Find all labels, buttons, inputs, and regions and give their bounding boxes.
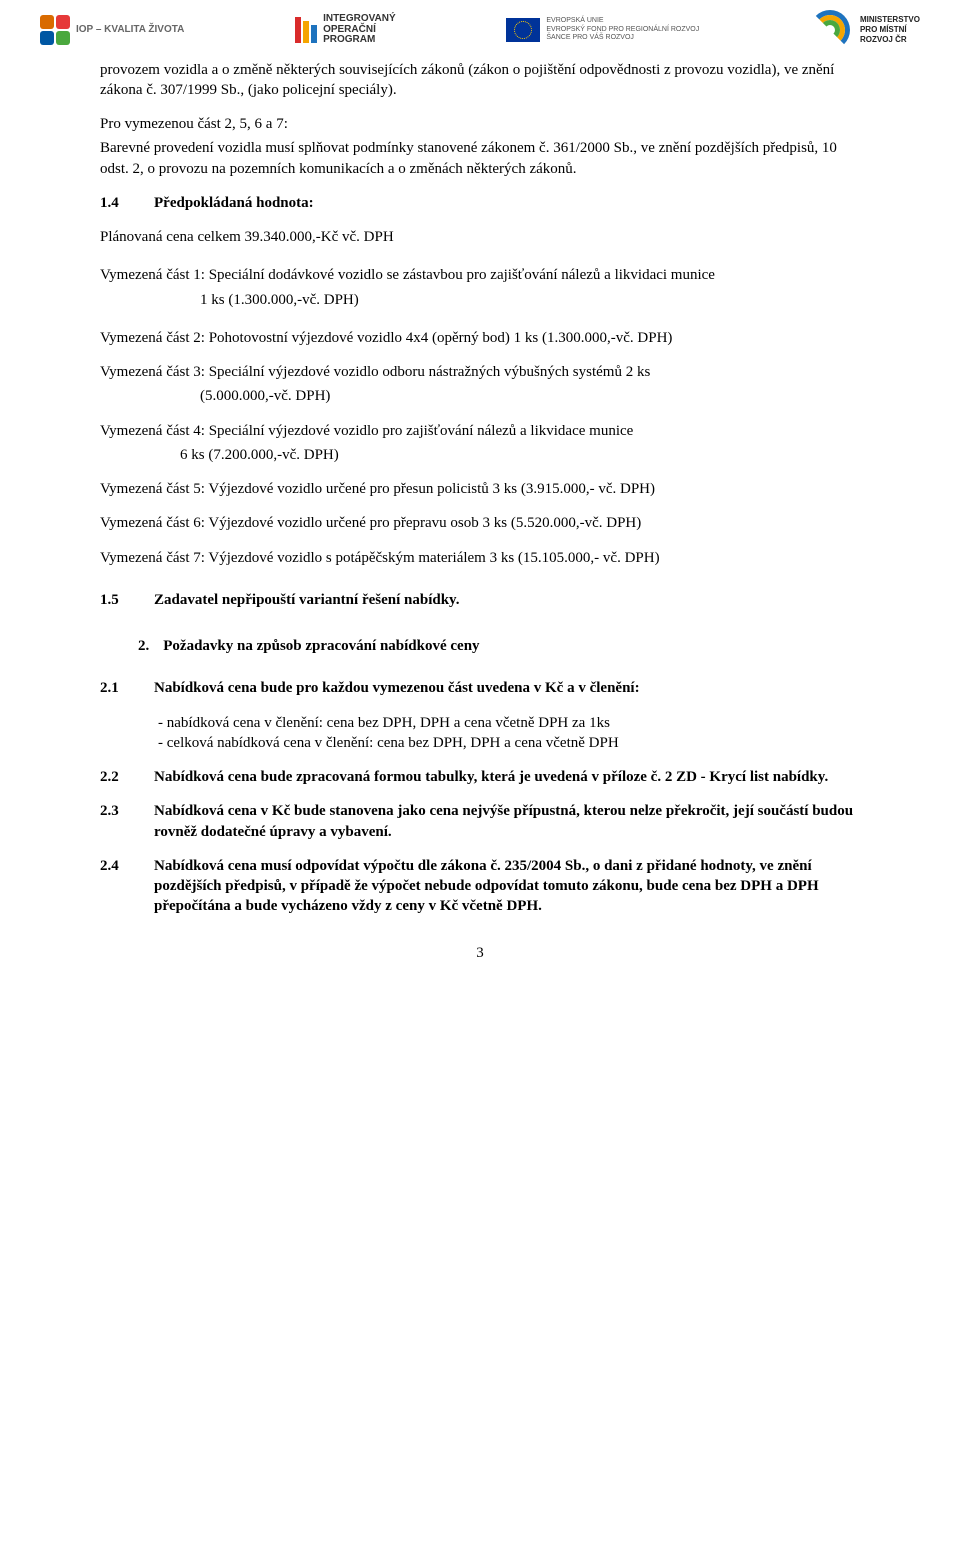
eu-flag-icon — [506, 18, 540, 42]
li-2-1-2: celková nabídková cena v členění: cena b… — [158, 733, 860, 753]
mmr-line2: PRO MÍSTNÍ — [860, 25, 920, 35]
iop-hex-icon — [40, 15, 70, 45]
eu-line3: ŠANCE PRO VÁŠ ROZVOJ — [546, 34, 699, 42]
part-6: Vymezená část 6: Výjezdové vozidlo určen… — [100, 513, 860, 533]
li-2-1-1: nabídková cena v členění: cena bez DPH, … — [158, 713, 860, 733]
heading-2: 2. Požadavky na způsob zpracování nabídk… — [138, 636, 860, 656]
eu-text: EVROPSKÁ UNIE EVROPSKÝ FOND PRO REGIONÁL… — [546, 17, 699, 42]
mmr-text: MINISTERSTVO PRO MÍSTNÍ ROZVOJ ČR — [860, 15, 920, 44]
heading-2-3: 2.3 Nabídková cena v Kč bude stanovena j… — [100, 801, 860, 842]
h24-txt: Nabídková cena musí odpovídat výpočtu dl… — [154, 856, 860, 917]
v1b: 1 ks (1.300.000,-vč. DPH) — [100, 290, 860, 310]
para2b: Barevné provedení vozidla musí splňovat … — [100, 138, 860, 179]
h23-txt: Nabídková cena v Kč bude stanovena jako … — [154, 801, 860, 842]
list-2-1: nabídková cena v členění: cena bez DPH, … — [140, 713, 860, 754]
h14-txt: Předpokládaná hodnota: — [154, 193, 860, 213]
h24-num: 2.4 — [100, 856, 132, 917]
op-label-3: PROGRAM — [323, 35, 396, 46]
iop-label: IOP – KVALITA ŽIVOTA — [76, 25, 184, 36]
para2a: Pro vymezenou část 2, 5, 6 a 7: — [100, 114, 860, 134]
s2-num: 2. — [138, 636, 149, 656]
page-number: 3 — [100, 943, 860, 963]
v3b: (5.000.000,-vč. DPH) — [100, 386, 860, 406]
part-1: Vymezená část 1: Speciální dodávkové voz… — [100, 265, 860, 310]
v1a: Vymezená část 1: Speciální dodávkové voz… — [100, 265, 860, 285]
h23-num: 2.3 — [100, 801, 132, 842]
planned-price: Plánovaná cena celkem 39.340.000,-Kč vč.… — [100, 227, 860, 247]
s2-txt: Požadavky na způsob zpracování nabídkové… — [163, 636, 479, 656]
eu-line2: EVROPSKÝ FOND PRO REGIONÁLNÍ ROZVOJ — [546, 26, 699, 34]
h15-num: 1.5 — [100, 590, 132, 610]
part-4: Vymezená část 4: Speciální výjezdové voz… — [100, 421, 860, 466]
part-3: Vymezená část 3: Speciální výjezdové voz… — [100, 362, 860, 407]
heading-2-2: 2.2 Nabídková cena bude zpracovaná formo… — [100, 767, 860, 787]
logo-mmr: MINISTERSTVO PRO MÍSTNÍ ROZVOJ ČR — [810, 15, 920, 44]
h15-txt: Zadavatel nepřipouští variantní řešení n… — [154, 590, 860, 610]
h22-txt: Nabídková cena bude zpracovaná formou ta… — [154, 767, 860, 787]
rainbow-icon — [810, 16, 854, 44]
eu-line1: EVROPSKÁ UNIE — [546, 17, 699, 25]
op-label: INTEGROVANÝ OPERAČNÍ PROGRAM — [323, 14, 396, 46]
heading-1-5: 1.5 Zadavatel nepřipouští variantní řeše… — [100, 590, 860, 610]
part-5: Vymezená část 5: Výjezdové vozidlo určen… — [100, 479, 860, 499]
mmr-line3: ROZVOJ ČR — [860, 35, 920, 45]
part-7: Vymezená část 7: Výjezdové vozidlo s pot… — [100, 548, 860, 568]
h21-num: 2.1 — [100, 678, 132, 698]
h21-txt: Nabídková cena bude pro každou vymezenou… — [154, 678, 860, 698]
op-bars-icon — [295, 17, 317, 43]
logo-iop: IOP – KVALITA ŽIVOTA — [40, 15, 184, 45]
header-logos: IOP – KVALITA ŽIVOTA INTEGROVANÝ OPERAČN… — [0, 0, 960, 56]
h14-num: 1.4 — [100, 193, 132, 213]
v3a: Vymezená část 3: Speciální výjezdové voz… — [100, 362, 860, 382]
v4b: 6 ks (7.200.000,-vč. DPH) — [100, 445, 860, 465]
document-body: provozem vozidla a o změně některých sou… — [0, 56, 960, 963]
heading-2-4: 2.4 Nabídková cena musí odpovídat výpočt… — [100, 856, 860, 917]
logo-eu: EVROPSKÁ UNIE EVROPSKÝ FOND PRO REGIONÁL… — [506, 17, 699, 42]
mmr-line1: MINISTERSTVO — [860, 15, 920, 25]
v4a: Vymezená část 4: Speciální výjezdové voz… — [100, 421, 860, 441]
logo-integrated-op: INTEGROVANÝ OPERAČNÍ PROGRAM — [295, 14, 396, 46]
part-2: Vymezená část 2: Pohotovostní výjezdové … — [100, 328, 860, 348]
h22-num: 2.2 — [100, 767, 132, 787]
heading-2-1: 2.1 Nabídková cena bude pro každou vymez… — [100, 678, 860, 698]
heading-1-4: 1.4 Předpokládaná hodnota: — [100, 193, 860, 213]
para-intro-1: provozem vozidla a o změně některých sou… — [100, 60, 860, 101]
op-label-1: INTEGROVANÝ — [323, 14, 396, 25]
para-intro-2: Pro vymezenou část 2, 5, 6 a 7: Barevné … — [100, 114, 860, 179]
